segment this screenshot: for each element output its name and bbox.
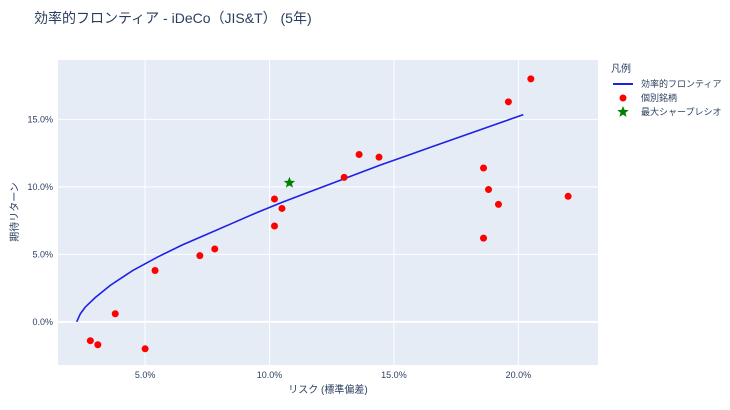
stock-point[interactable] — [278, 204, 286, 212]
legend: 凡例 効率的フロンティア 個別銘柄 最大シャープレシオ — [611, 62, 721, 117]
stock-point[interactable] — [527, 75, 535, 83]
series-layer — [75, 75, 572, 353]
stock-point[interactable] — [375, 153, 383, 161]
stock-point[interactable] — [355, 150, 363, 158]
x-tick-label: 5.0% — [135, 370, 156, 380]
x-tick-label: 10.0% — [257, 370, 283, 380]
chart-title: 効率的フロンティア - iDeCo（JIS&T） (5年) — [34, 10, 312, 26]
stock-point[interactable] — [270, 222, 278, 230]
legend-sharpe-swatch[interactable] — [617, 106, 629, 117]
stock-point[interactable] — [111, 310, 119, 318]
plot-area — [58, 60, 598, 365]
stock-point[interactable] — [485, 186, 493, 194]
stock-point[interactable] — [494, 200, 502, 208]
stock-point[interactable] — [504, 98, 512, 106]
legend-title: 凡例 — [611, 62, 631, 75]
stock-point[interactable] — [340, 173, 348, 181]
legend-sharpe-label[interactable]: 最大シャープレシオ — [641, 106, 721, 117]
frontier-line[interactable] — [75, 113, 524, 323]
stock-point[interactable] — [480, 234, 488, 242]
stock-point[interactable] — [151, 267, 159, 275]
x-tick-label: 15.0% — [381, 370, 407, 380]
x-axis-title: リスク (標準偏差) — [288, 383, 367, 396]
legend-stocks-swatch[interactable] — [619, 94, 627, 102]
stock-point[interactable] — [141, 345, 149, 353]
grid — [58, 60, 598, 365]
y-tick-label: 0.0% — [32, 317, 53, 327]
y-tick-label: 10.0% — [27, 182, 53, 192]
legend-frontier-label[interactable]: 効率的フロンティア — [641, 78, 721, 89]
stock-point[interactable] — [94, 341, 102, 349]
ticks: 5.0% 10.0% 15.0% 20.0% 0.0% 5.0% 10.0% 15.0% — [27, 114, 531, 380]
x-tick-label: 20.0% — [506, 370, 532, 380]
y-axis-title: 期待リターン — [8, 182, 21, 242]
y-tick-label: 15.0% — [27, 114, 53, 124]
legend-stocks-label[interactable]: 個別銘柄 — [641, 92, 677, 103]
y-tick-label: 5.0% — [32, 249, 53, 259]
stock-point[interactable] — [86, 337, 94, 345]
stock-point[interactable] — [480, 164, 488, 172]
stock-point[interactable] — [211, 245, 219, 253]
max-sharpe-star[interactable] — [283, 176, 296, 188]
stock-point[interactable] — [196, 252, 204, 260]
stock-point[interactable] — [564, 192, 572, 200]
stock-point[interactable] — [270, 195, 278, 203]
